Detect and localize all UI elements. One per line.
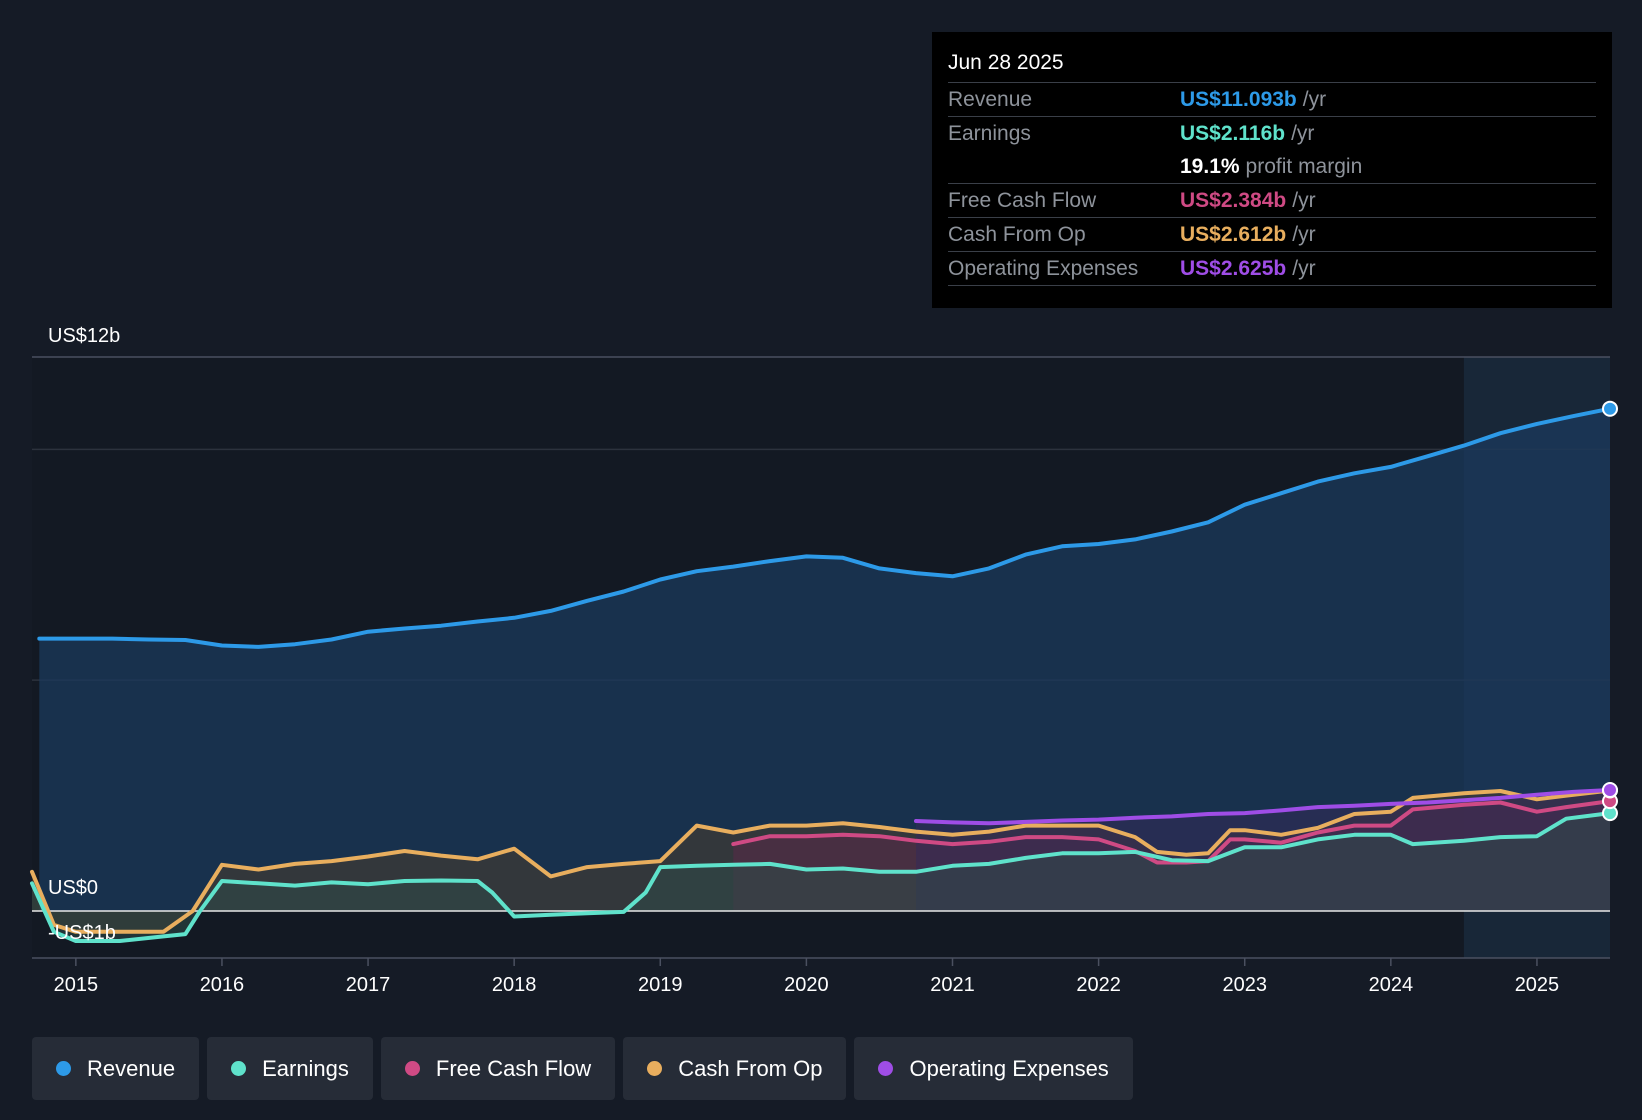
tooltip-value: US$2.116b [1180,121,1286,145]
legend-item-operating-expenses[interactable]: Operating Expenses [854,1037,1133,1100]
tooltip-unit: /yr [1292,256,1316,280]
legend-dot-icon [231,1061,247,1076]
x-tick-label: 2018 [492,974,537,996]
x-tick-label: 2019 [638,974,683,996]
data-tooltip: Jun 28 2025 Revenue US$11.093b /yr Earni… [932,32,1612,308]
series-line-revenue [37,406,1612,649]
y-label-zero: US$0 [48,877,98,899]
x-tick-label: 2023 [1222,974,1267,996]
legend-dot-icon [404,1061,420,1076]
tooltip-unit: /yr [1292,222,1316,246]
tooltip-row-revenue: Revenue US$11.093b /yr [948,83,1596,117]
x-tick-label: 2015 [54,974,99,996]
legend-label: Cash From Op [678,1055,823,1081]
legend-dot-icon [878,1061,894,1076]
tooltip-row-profit-margin: 19.1% profit margin [948,150,1596,184]
x-tick-label: 2025 [1515,974,1560,996]
legend-item-revenue[interactable]: Revenue [32,1037,200,1100]
x-tick-label: 2021 [930,974,975,996]
tooltip-row-cash-from-op: Cash From Op US$2.612b /yr [948,218,1596,252]
tooltip-label: Operating Expenses [948,256,1139,280]
tooltip-value: US$2.625b [1180,256,1287,280]
tooltip-value: US$2.612b [1180,222,1287,246]
x-tick-label: 2017 [346,974,391,996]
series-line-cash-from-op [30,788,1612,934]
tooltip-unit: /yr [1291,121,1315,145]
tooltip-label: Revenue [948,87,1033,111]
legend-label: Revenue [87,1055,176,1081]
series-line-earnings [30,811,1612,943]
tooltip-row-free-cash-flow: Free Cash Flow US$2.384b /yr [948,184,1596,218]
tooltip-row-operating-expenses: Operating Expenses US$2.625b /yr [948,252,1596,286]
tooltip-value: US$2.384b [1180,188,1287,212]
x-tick-label: 2020 [784,974,829,996]
series-area-revenue [39,408,1610,911]
x-tick-label: 2022 [1076,974,1121,996]
series-end-point-revenue [1602,400,1618,417]
legend-label: Operating Expenses [909,1055,1109,1081]
chart-legend: Revenue Earnings Free Cash Flow Cash Fro… [32,1037,1133,1100]
y-label-bottom: -US$1b [48,922,116,944]
legend-item-free-cash-flow[interactable]: Free Cash Flow [380,1037,616,1100]
tooltip-row-earnings: Earnings US$2.116b /yr [948,117,1596,150]
tooltip-label: Earnings [948,121,1031,145]
legend-dot-icon [56,1061,71,1076]
tooltip-unit: /yr [1302,87,1327,111]
tooltip-unit: profit margin [1245,154,1363,178]
legend-item-earnings[interactable]: Earnings [207,1037,373,1100]
legend-label: Earnings [262,1055,349,1081]
series-line-operating-expenses [914,788,1612,826]
x-tick-label: 2016 [200,974,245,996]
tooltip-date: Jun 28 2025 [948,48,1596,83]
tooltip-value: 19.1% [1180,154,1240,178]
legend-label: Free Cash Flow [435,1055,592,1081]
tooltip-label: Cash From Op [948,222,1086,246]
x-tick-label: 2024 [1369,974,1414,996]
y-label-top: US$12b [48,325,120,347]
legend-item-cash-from-op[interactable]: Cash From Op [623,1037,847,1100]
series-area-earnings [32,813,1610,941]
tooltip-label: Free Cash Flow [948,188,1097,212]
series-end-point-operating-expenses [1602,782,1618,799]
tooltip-value: US$11.093b [1180,87,1297,111]
legend-dot-icon [647,1061,663,1076]
tooltip-unit: /yr [1292,188,1316,212]
